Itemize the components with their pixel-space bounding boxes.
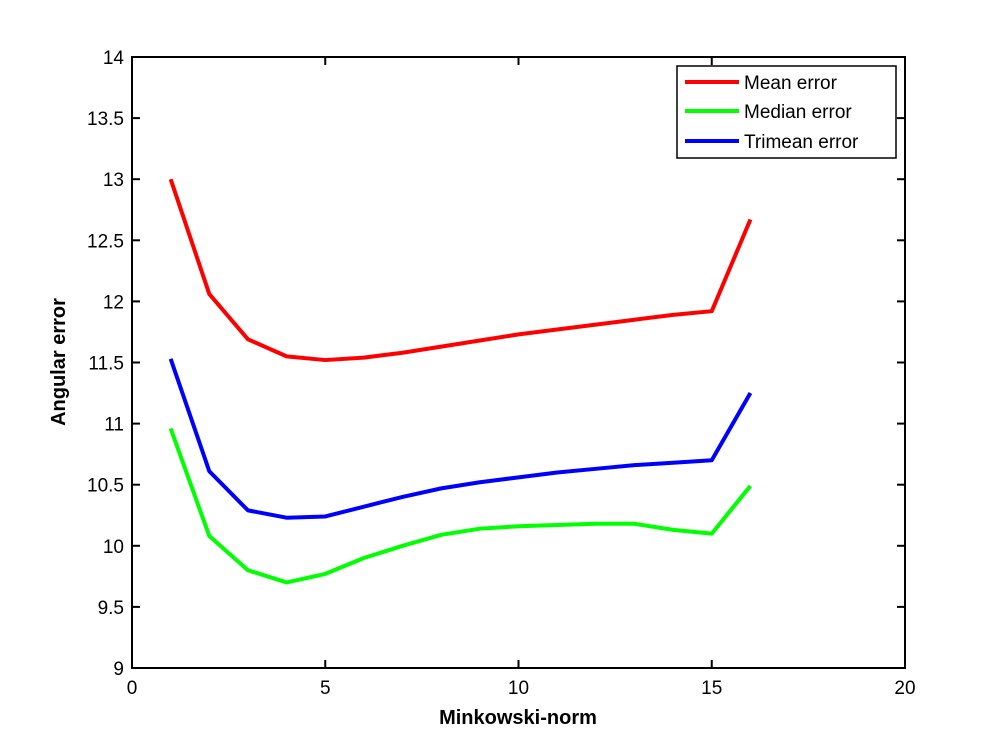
x-tick-label: 10	[508, 678, 529, 699]
y-tick-labels: 9 9.5 10 10.5 11 11.5 12 12.5 13 13.5 14	[87, 48, 124, 680]
legend-label-trimean: Trimean error	[744, 132, 859, 153]
plot-background	[132, 57, 905, 668]
series-line-mean	[168, 178, 753, 363]
x-tick-label: 20	[894, 678, 915, 699]
legend-label-mean: Mean error	[744, 73, 838, 94]
y-tick-label: 10.5	[87, 476, 124, 497]
y-tick-label: 13.5	[87, 109, 124, 130]
x-axis-title: Minkowski-norm	[439, 707, 597, 729]
x-tick-label: 15	[701, 678, 722, 699]
x-tick-labels: 0 5 10 15 20	[127, 678, 916, 699]
x-tick-label: 5	[320, 678, 331, 699]
legend-label-median: Median error	[744, 102, 852, 123]
y-tick-label: 13	[103, 170, 124, 191]
x-tick-label: 0	[127, 678, 138, 699]
series-line-median	[168, 427, 752, 585]
y-tick-label: 10	[103, 537, 124, 558]
y-tick-label: 11	[104, 415, 124, 436]
series-lines	[168, 178, 753, 585]
y-axis-title: Angular error	[48, 298, 70, 426]
y-tick-label: 9	[113, 659, 124, 680]
y-tick-label: 11.5	[88, 354, 124, 375]
series-line-trimean	[168, 358, 753, 520]
axis-ticks	[131, 56, 906, 669]
y-tick-label: 9.5	[98, 598, 124, 619]
y-tick-label: 12.5	[87, 231, 124, 252]
y-tick-label: 12	[103, 292, 124, 313]
y-tick-label: 14	[103, 48, 125, 69]
legend: Mean error Median error Trimean error	[676, 65, 897, 159]
